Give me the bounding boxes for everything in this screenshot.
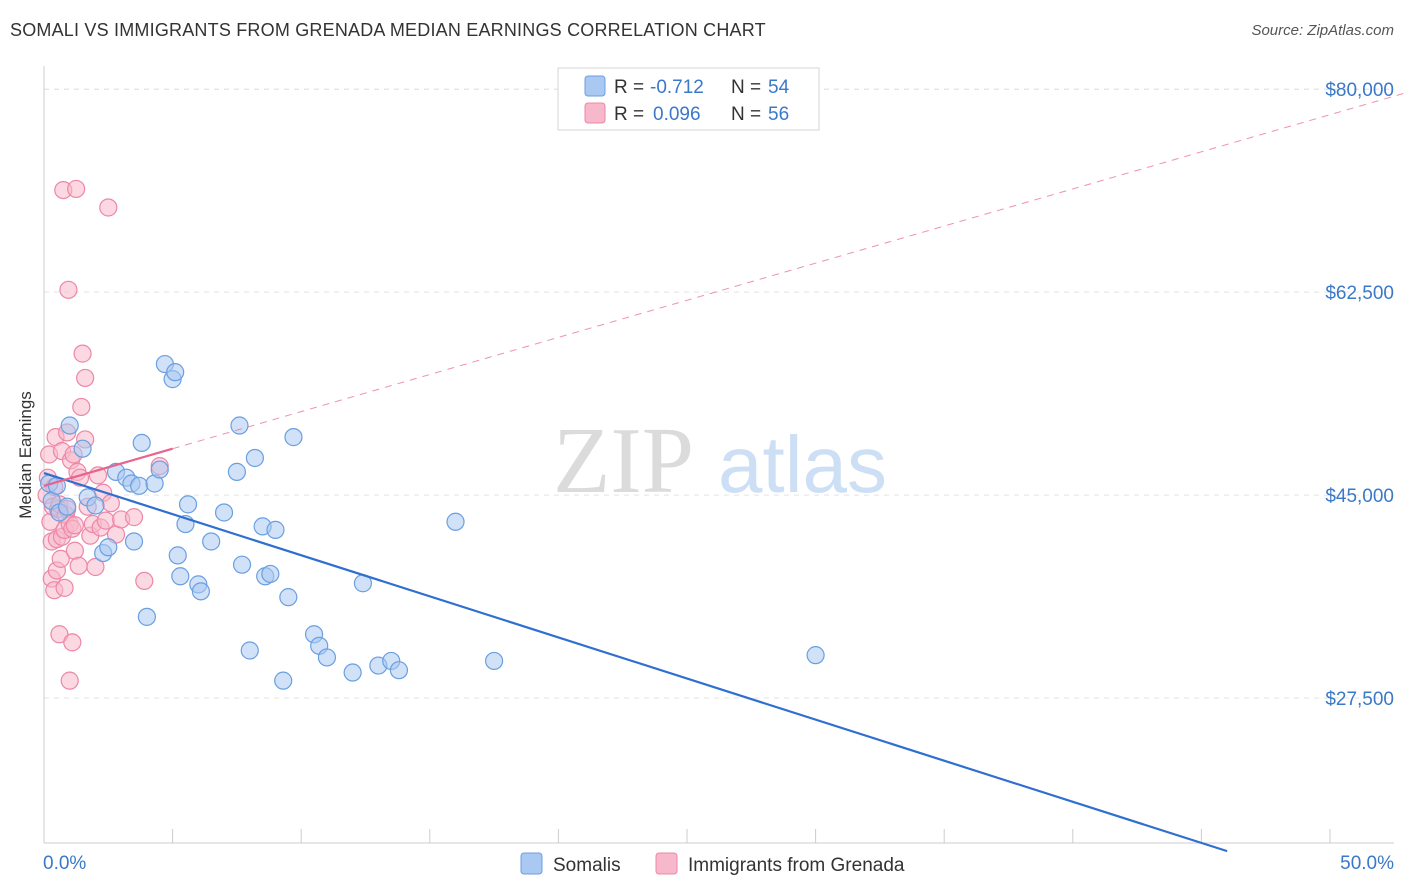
legend-n-value-1: 54 — [768, 77, 790, 98]
grenada-point — [124, 508, 144, 527]
somalis-point — [343, 663, 362, 682]
grenada-point — [59, 280, 78, 299]
grenada-point — [72, 397, 91, 417]
legend-swatch-somalis — [584, 75, 606, 97]
grenada-point — [65, 541, 84, 560]
grenada-point — [86, 557, 105, 577]
somalis-point — [261, 564, 280, 584]
legend-r-label-1: R = — [614, 77, 644, 98]
grenada-trend-line — [43, 447, 173, 487]
grid-lines — [44, 88, 1394, 699]
somalis-point — [150, 460, 169, 479]
legend-r-label-2: R = — [614, 104, 644, 125]
somalis-point — [274, 671, 293, 690]
watermark-atlas: atlas — [718, 420, 887, 509]
x-ticks — [43, 829, 1331, 843]
grenada-point — [50, 625, 69, 644]
somalis-point — [60, 416, 79, 435]
source-label: Source: ZipAtlas.com — [1251, 22, 1394, 39]
somalis-point — [73, 439, 92, 458]
somalis-point — [230, 416, 249, 435]
somalis-point — [132, 433, 151, 453]
legend-box: R = -0.712 N = 54 R = 0.096 N = 56 — [557, 67, 820, 131]
somalis-point — [279, 588, 298, 607]
x-tick-label-max: 50.0% — [1340, 853, 1394, 874]
y-tick-label: $62,500 — [1325, 283, 1394, 304]
somalis-point — [240, 641, 259, 660]
bottom-legend-swatch-grenada — [655, 852, 678, 875]
watermark-zip: ZIP — [553, 409, 694, 513]
somalis-point — [284, 428, 303, 447]
grenada-point — [55, 578, 74, 597]
somalis-point — [214, 503, 234, 522]
somalis-point — [171, 567, 190, 586]
chart-title: SOMALI VS IMMIGRANTS FROM GRENADA MEDIAN… — [10, 20, 766, 40]
somalis-points — [40, 354, 825, 690]
legend-n-label-2: N = — [731, 104, 761, 125]
somalis-point — [227, 462, 246, 481]
grenada-point — [135, 571, 154, 591]
bottom-legend-somalis: Somalis — [553, 855, 621, 876]
y-tick-label: $27,500 — [1325, 689, 1394, 710]
somalis-point — [389, 661, 409, 680]
somalis-point — [191, 582, 210, 601]
somalis-point — [266, 520, 285, 539]
somalis-point — [485, 651, 504, 671]
legend-r-value-2: 0.096 — [653, 104, 701, 125]
grenada-point — [51, 549, 70, 568]
somalis-point — [99, 538, 118, 557]
somalis-point — [202, 532, 221, 551]
x-tick-label-min: 0.0% — [43, 853, 86, 874]
somalis-point — [446, 512, 465, 531]
legend-n-label-1: N = — [731, 77, 761, 98]
y-axis-title: Median Earnings — [16, 391, 35, 519]
y-tick-label: $45,000 — [1325, 486, 1394, 507]
grenada-point — [63, 633, 82, 652]
watermark: ZIP atlas — [553, 409, 887, 513]
somalis-point — [124, 532, 144, 551]
somalis-point — [166, 363, 185, 382]
grenada-point — [69, 556, 88, 575]
somalis-point — [130, 476, 149, 495]
somalis-point — [806, 646, 825, 665]
grenada-point — [60, 671, 79, 690]
somalis-point — [317, 648, 337, 667]
somalis-point — [232, 555, 252, 574]
bottom-legend-swatch-somalis — [520, 852, 543, 875]
y-tick-label: $80,000 — [1325, 80, 1394, 101]
somalis-point — [178, 495, 198, 514]
grenada-point — [99, 198, 118, 217]
bottom-legend: Somalis Immigrants from Grenada — [520, 852, 905, 876]
legend-r-value-1: -0.712 — [650, 77, 704, 98]
legend-n-value-2: 56 — [768, 104, 789, 125]
grenada-point — [65, 516, 84, 535]
trend-lines — [43, 92, 1406, 853]
y-tick-labels: $27,500 $45,000 $62,500 $80,000 — [1325, 80, 1394, 710]
grenada-trend-extension — [172, 92, 1406, 450]
somalis-point — [168, 546, 187, 565]
bottom-legend-grenada: Immigrants from Grenada — [688, 855, 905, 876]
somalis-point — [245, 448, 265, 468]
grenada-point — [67, 179, 86, 199]
somalis-point — [137, 607, 156, 626]
somalis-trend-line — [43, 472, 1228, 853]
legend-swatch-grenada — [584, 102, 606, 124]
somalis-point — [58, 497, 77, 516]
grenada-point — [73, 344, 92, 363]
grenada-point — [76, 368, 95, 388]
somalis-point — [86, 496, 105, 515]
